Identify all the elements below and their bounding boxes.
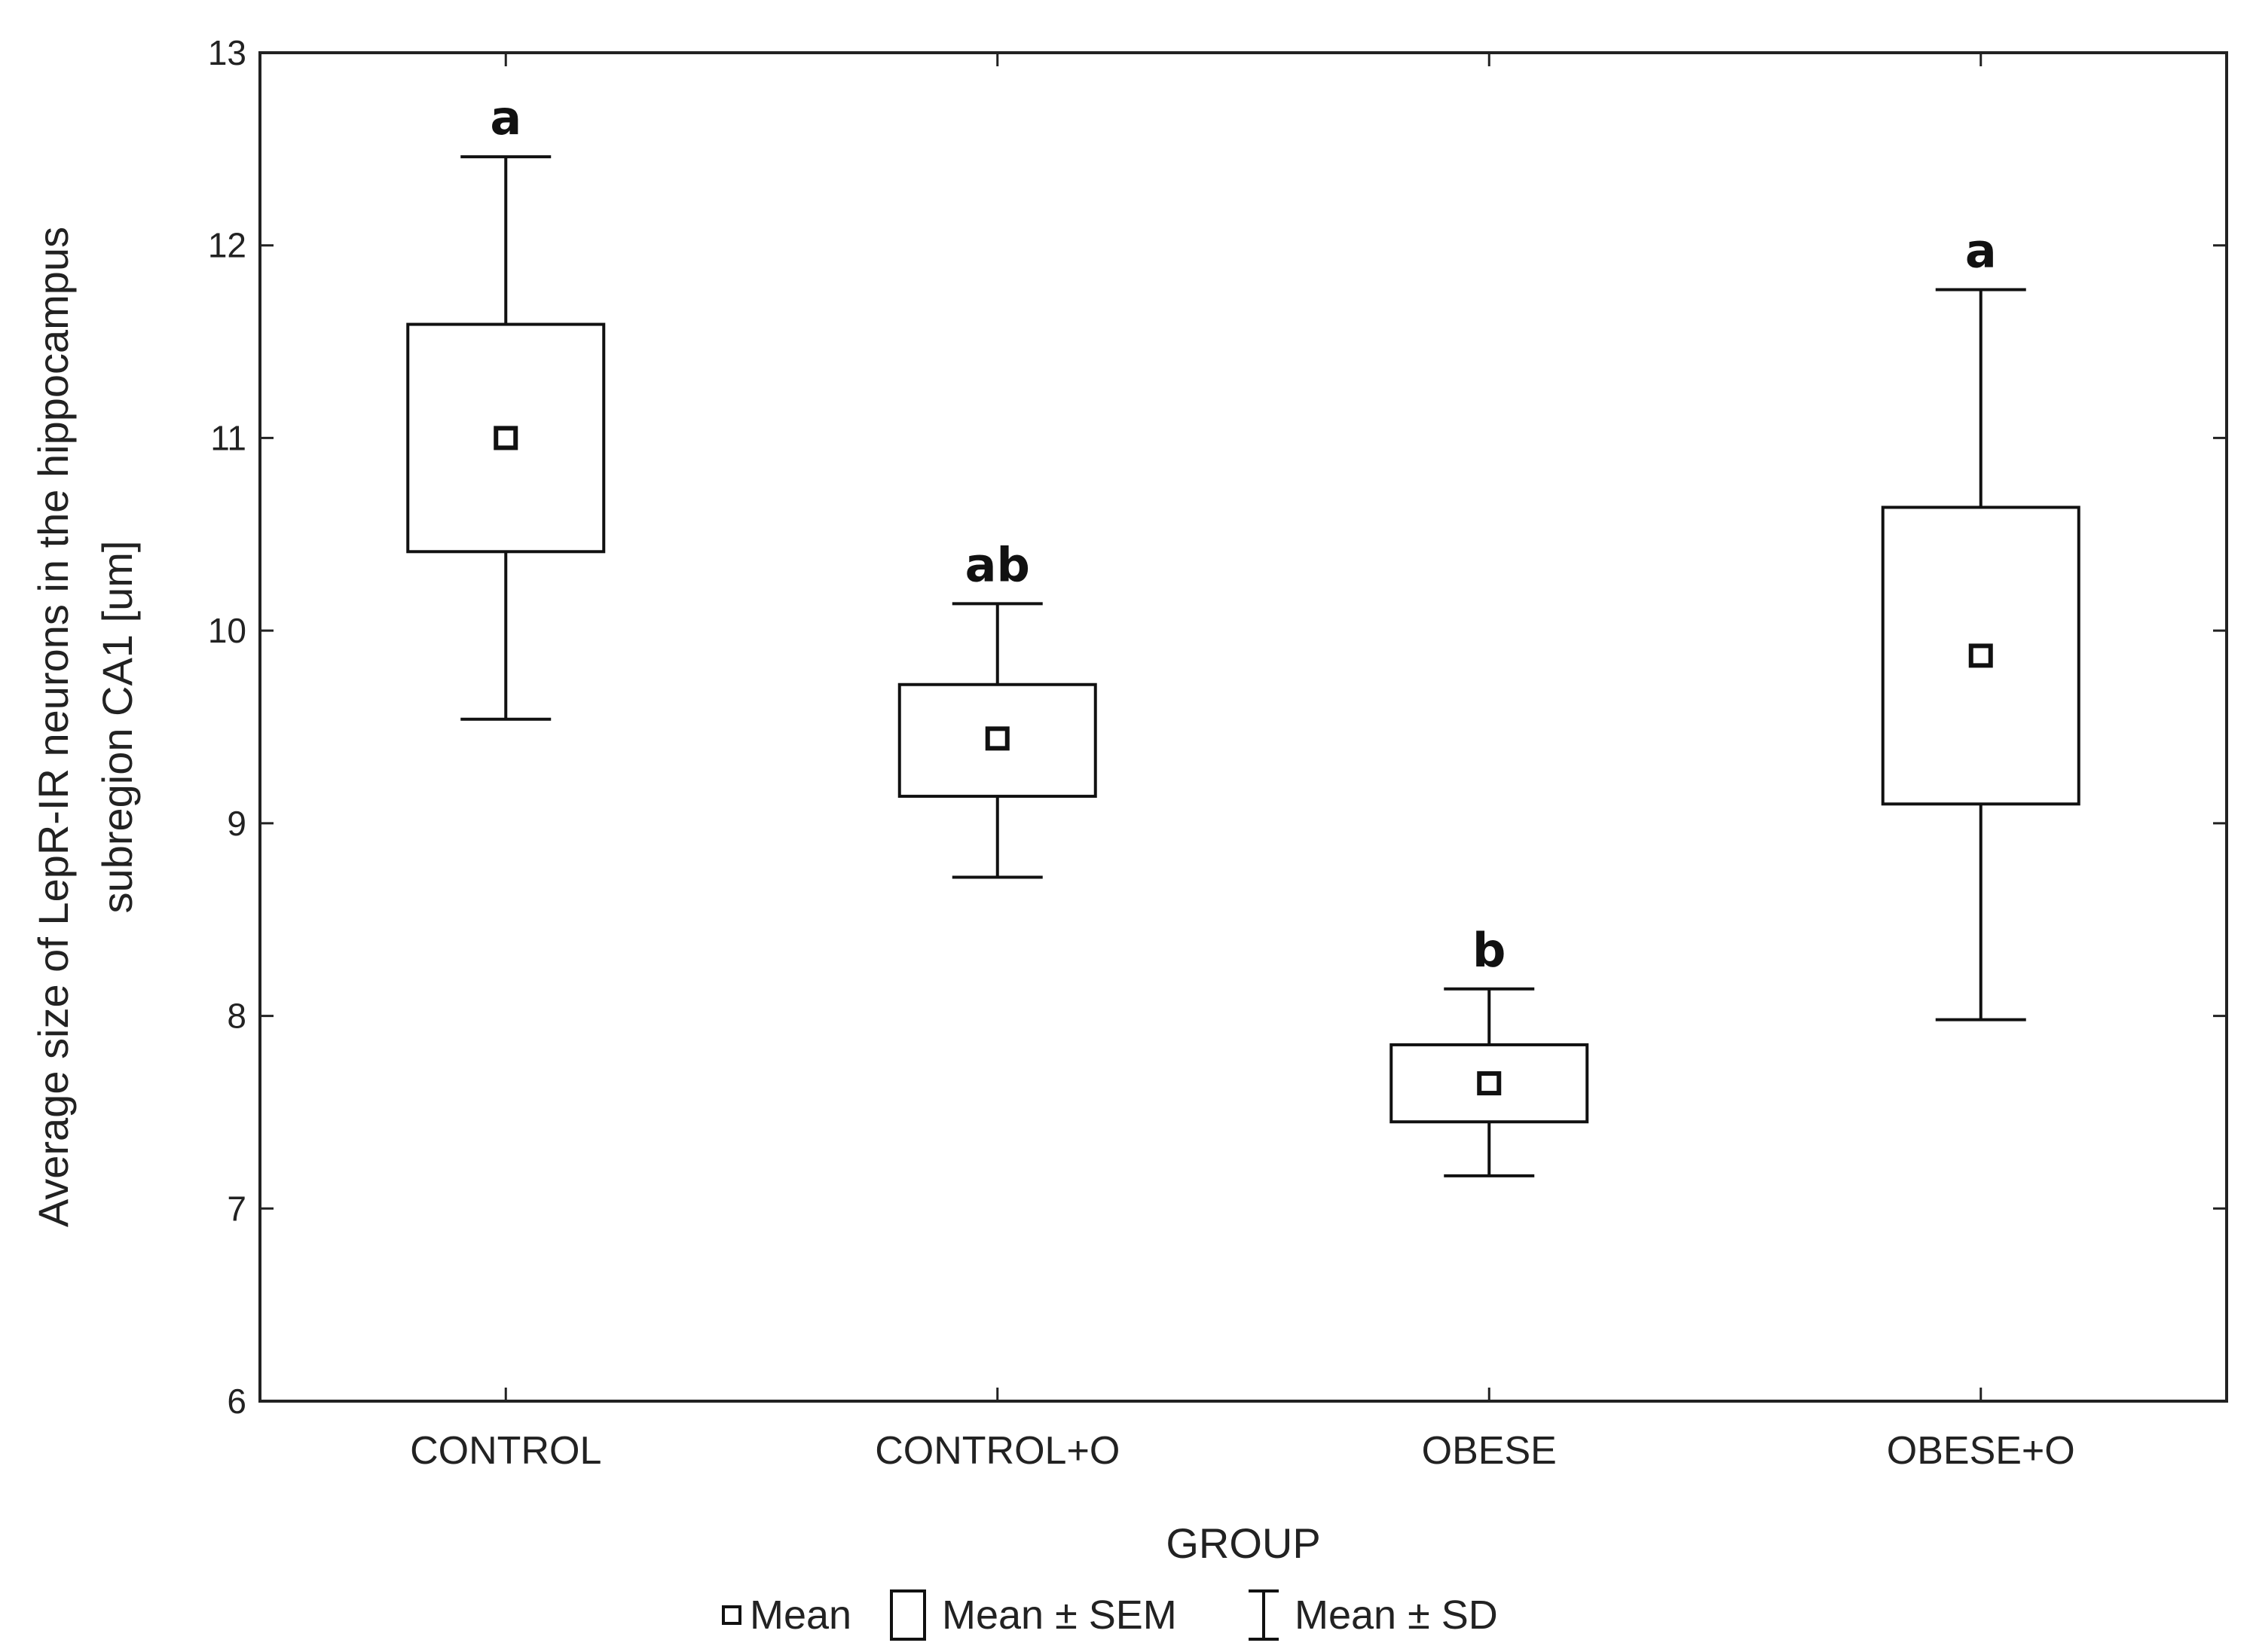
y-tick-label-8: 8 — [227, 997, 246, 1036]
y-tick-label-10: 10 — [208, 611, 246, 650]
group-4: a — [1881, 224, 2080, 1021]
legend-sd-icon — [1249, 1589, 1279, 1641]
x-category-label-3: OBESE — [1422, 1429, 1557, 1473]
y-tick-label-11: 11 — [210, 418, 246, 457]
y-axis-ticks: 6 7 8 9 10 11 12 13 — [208, 33, 2227, 1421]
significance-label-2: ab — [965, 537, 1030, 592]
mean-marker-2 — [985, 726, 1010, 751]
y-tick-label-12: 12 — [208, 226, 246, 265]
y-axis-title-line-2: subregion CA1 [um] — [93, 541, 141, 914]
x-category-label-1: CONTROL — [410, 1429, 601, 1473]
x-axis-ticks: CONTROL CONTROL+O OBESE OBESE+O — [410, 53, 2075, 1473]
x-category-label-2: CONTROL+O — [875, 1429, 1120, 1473]
mean-marker-1 — [494, 426, 518, 450]
group-2: ab — [897, 537, 1097, 879]
y-tick-label-6: 6 — [227, 1382, 246, 1421]
legend-sem-label: Mean ± SEM — [942, 1592, 1177, 1638]
group-1: a — [406, 90, 606, 721]
y-tick-label-13: 13 — [208, 33, 246, 72]
significance-label-4: a — [1965, 224, 1997, 279]
legend-sem-icon — [890, 1589, 926, 1641]
x-category-label-4: OBESE+O — [1887, 1429, 2075, 1473]
legend-mean-label: Mean — [750, 1592, 851, 1638]
y-tick-label-9: 9 — [227, 804, 246, 843]
x-axis-title: GROUP — [1166, 1519, 1320, 1567]
significance-label-1: a — [490, 90, 521, 145]
y-axis-title-line-1: Average size of LepR-IR neurons in the h… — [29, 227, 77, 1227]
significance-label-3: b — [1472, 923, 1506, 978]
legend-sd-label: Mean ± SD — [1295, 1592, 1498, 1638]
y-tick-label-7: 7 — [227, 1189, 246, 1228]
group-boxes: a ab b a — [406, 90, 2080, 1177]
plot-frame — [258, 51, 2228, 1403]
mean-marker-4 — [1968, 643, 1993, 668]
mean-marker-3 — [1477, 1071, 1502, 1096]
legend: Mean Mean ± SEM Mean ± SD — [722, 1589, 1498, 1641]
group-3: b — [1389, 923, 1589, 1177]
legend-mean-icon — [722, 1605, 741, 1625]
